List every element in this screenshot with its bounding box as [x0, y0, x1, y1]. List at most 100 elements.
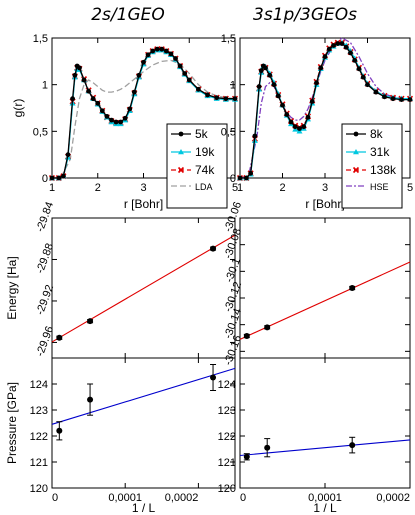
gr_left-5k-point: [159, 46, 165, 52]
pressure_right-xlabel: 1 / L: [313, 501, 337, 515]
pressure_right-point: [243, 453, 250, 460]
gr_right-8k-point: [360, 74, 366, 80]
gr_right-8k-point: [243, 175, 249, 181]
energy_right-point: [264, 324, 271, 331]
pressure_left-ytick-label: 122: [30, 431, 48, 443]
pressure_left-xtick-label: 0: [52, 492, 58, 504]
chart-layer: 1234500,511,5g(r)r [Bohr]5k19k74kLDA1234…: [5, 33, 414, 515]
pressure_left-point: [56, 427, 63, 434]
gr_left-5k-point: [177, 63, 183, 69]
energy_left-ytick-label: -29.84: [34, 200, 56, 233]
gr_left-xtick-label: 5: [232, 182, 238, 194]
pressure_right-xtick-label: 0,0001: [308, 492, 342, 504]
gr_left-series-lda: [51, 59, 236, 179]
title-left: 2s/1GEO: [91, 5, 165, 25]
gr_left-legend-point: [178, 131, 184, 137]
gr_right-8k-point: [326, 46, 332, 52]
gr_right-legend-label: 8k: [370, 127, 384, 141]
gr_right-8k-point: [280, 102, 285, 108]
gr_right-ytick-label: 0,5: [221, 126, 236, 138]
gr_right-8k-point: [248, 170, 254, 176]
energy_left-ytick-label: -29.88: [34, 242, 56, 275]
gr_right-legend-label: 138k: [370, 163, 397, 177]
gr_right-xtick-label: 2: [279, 182, 285, 194]
gr_right-8k-point: [335, 41, 341, 46]
energy_right-point: [349, 285, 356, 291]
gr_left-5k-point: [65, 152, 71, 158]
gr_left-xlabel: r [Bohr]: [124, 197, 163, 211]
gr_right-8k-point: [305, 114, 311, 120]
gr_right-8k-point: [382, 94, 387, 100]
gr_right-8k-point: [322, 54, 328, 60]
gr_left-legend-label: LDA: [195, 182, 213, 192]
gr_right-8k-point: [275, 93, 281, 99]
gr_right-8k-point: [314, 80, 319, 86]
gr_left-5k-point: [214, 95, 220, 101]
gr_right-8k-point: [292, 124, 298, 130]
gr_left-5k-point: [141, 59, 146, 65]
gr_right-8k-point: [318, 65, 324, 71]
gr_left-legend-label: 74k: [195, 163, 215, 177]
pressure_left-ytick-label: 124: [30, 379, 48, 391]
gr_right-legend-label: 31k: [370, 145, 390, 159]
gr_right-xlabel: r [Bohr]: [305, 197, 344, 211]
gr_right-8k-point: [288, 119, 294, 125]
gr_left-5k-point: [109, 117, 114, 123]
energy_left-fit-line: [51, 234, 236, 343]
gr_right-8k-point: [237, 175, 243, 181]
gr_right-legend-point: [353, 149, 359, 155]
gr_left-5k-point: [95, 100, 101, 106]
pressure_left-ylabel: Pressure [GPa]: [5, 382, 19, 464]
gr_right-8k-point: [256, 84, 262, 89]
gr_right-xtick-label: 3: [322, 182, 328, 194]
energy_left-point: [87, 318, 94, 325]
gr_left-xtick-label: 1: [49, 182, 55, 194]
gr_left-5k-point: [70, 96, 75, 102]
gr_left-5k-point: [122, 115, 128, 121]
pressure_left-fit-line: [51, 367, 236, 425]
gr_right-8k-point: [390, 96, 396, 102]
gr_left-5k-point: [163, 48, 169, 54]
gr_right-legend-label: HSE: [370, 182, 389, 192]
gr_left-legend: [166, 123, 228, 209]
gr_right-8k-point: [407, 97, 413, 102]
gr_right-8k-point: [348, 50, 353, 56]
gr_left-legend-point: [178, 149, 184, 155]
gr_right-8k-point: [252, 133, 258, 139]
gr_right-legend-point: [353, 131, 359, 137]
gr_right-xtick-label: 1: [237, 182, 243, 194]
pressure_right-fit-line: [239, 439, 411, 457]
energy_left-point: [56, 334, 63, 341]
gr_left-5k-point: [223, 96, 229, 102]
pressure_right-ytick-label: 121: [218, 457, 236, 469]
gr_left-ytick-label: 0: [42, 173, 48, 185]
gr_left-ytick-label: 0,5: [33, 126, 48, 138]
gr_left-5k-point: [99, 108, 105, 114]
gr_right-8k-point: [399, 97, 404, 102]
gr_left-5k-point: [77, 65, 82, 71]
gr_right-8k-point: [339, 41, 345, 46]
energy_right-ytick-label: -30.12: [222, 280, 244, 313]
gr_left-5k-point: [173, 56, 178, 61]
energy_left-point: [210, 245, 217, 252]
gr_right-8k-point: [258, 68, 264, 74]
gr_left-5k-point: [86, 88, 91, 94]
gr_left-5k-point: [56, 175, 62, 181]
gr_right-xtick-label: 5: [407, 182, 413, 194]
gr_left-ytick-label: 1: [42, 80, 48, 92]
pressure_right-ytick-label: 120: [218, 483, 236, 495]
gr_right-8k-point: [356, 66, 362, 72]
pressure_right-ytick-label: 124: [218, 379, 236, 391]
pressure_left-frame: [51, 357, 236, 489]
gr_right-8k-point: [309, 99, 315, 104]
gr_left-5k-point: [205, 92, 210, 98]
pressure_left-ytick-label: 123: [30, 405, 48, 417]
energy_right-point: [243, 333, 250, 339]
gr_left-5k-point: [113, 119, 119, 125]
pressure_right-xtick-label: 0: [240, 492, 246, 504]
pressure_left-point: [87, 396, 94, 403]
gr_left-5k-point: [131, 89, 137, 95]
pressure_right-xtick-label: 0,0002: [376, 492, 410, 504]
gr_right-series-hse: [239, 37, 411, 179]
gr_left-5k-point: [150, 48, 156, 54]
